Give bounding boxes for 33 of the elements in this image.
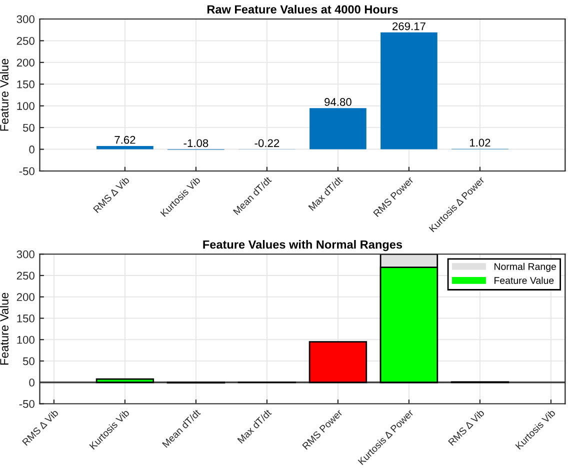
chart-title: Raw Feature Values at 4000 Hours bbox=[207, 4, 398, 14]
y-tick-label: 200 bbox=[16, 58, 34, 67]
data-label: -1.08 bbox=[184, 139, 208, 148]
bar bbox=[96, 378, 154, 384]
y-tick-label: 100 bbox=[17, 336, 34, 344]
y-tick-label: 150 bbox=[17, 314, 34, 322]
y-tick-label: 50 bbox=[22, 357, 34, 366]
y-axis-title: Feature Value bbox=[0, 58, 8, 131]
y-tick-label: -50 bbox=[19, 167, 34, 176]
bar bbox=[380, 32, 438, 150]
data-label: 94.80 bbox=[324, 98, 352, 106]
chart-title: Feature Values with Normal Ranges bbox=[203, 240, 402, 252]
y-tick-label: -50 bbox=[19, 400, 34, 408]
y-axis-title: Feature Value bbox=[0, 292, 8, 365]
y-tick-label: 0 bbox=[29, 378, 34, 387]
legend-label: Normal Range bbox=[494, 262, 556, 272]
legend-label: Feature Value bbox=[494, 276, 554, 284]
y-tick-label: 0 bbox=[29, 146, 34, 154]
y-tick-label: 50 bbox=[22, 124, 34, 132]
bar bbox=[96, 146, 154, 150]
data-label: 269.17 bbox=[392, 22, 426, 30]
data-label: 1.02 bbox=[470, 138, 490, 147]
y-tick-label: 100 bbox=[17, 102, 34, 110]
y-tick-label: 200 bbox=[16, 293, 34, 302]
data-label: -0.22 bbox=[254, 139, 280, 148]
y-tick-label: 300 bbox=[16, 250, 34, 258]
y-tick-label: 300 bbox=[16, 15, 34, 24]
y-tick-label: 250 bbox=[16, 36, 34, 45]
data-label: 7.62 bbox=[114, 136, 136, 144]
bar bbox=[308, 341, 368, 384]
y-tick-label: 250 bbox=[16, 272, 34, 280]
bar bbox=[310, 108, 366, 150]
y-tick-label: 150 bbox=[17, 80, 34, 88]
